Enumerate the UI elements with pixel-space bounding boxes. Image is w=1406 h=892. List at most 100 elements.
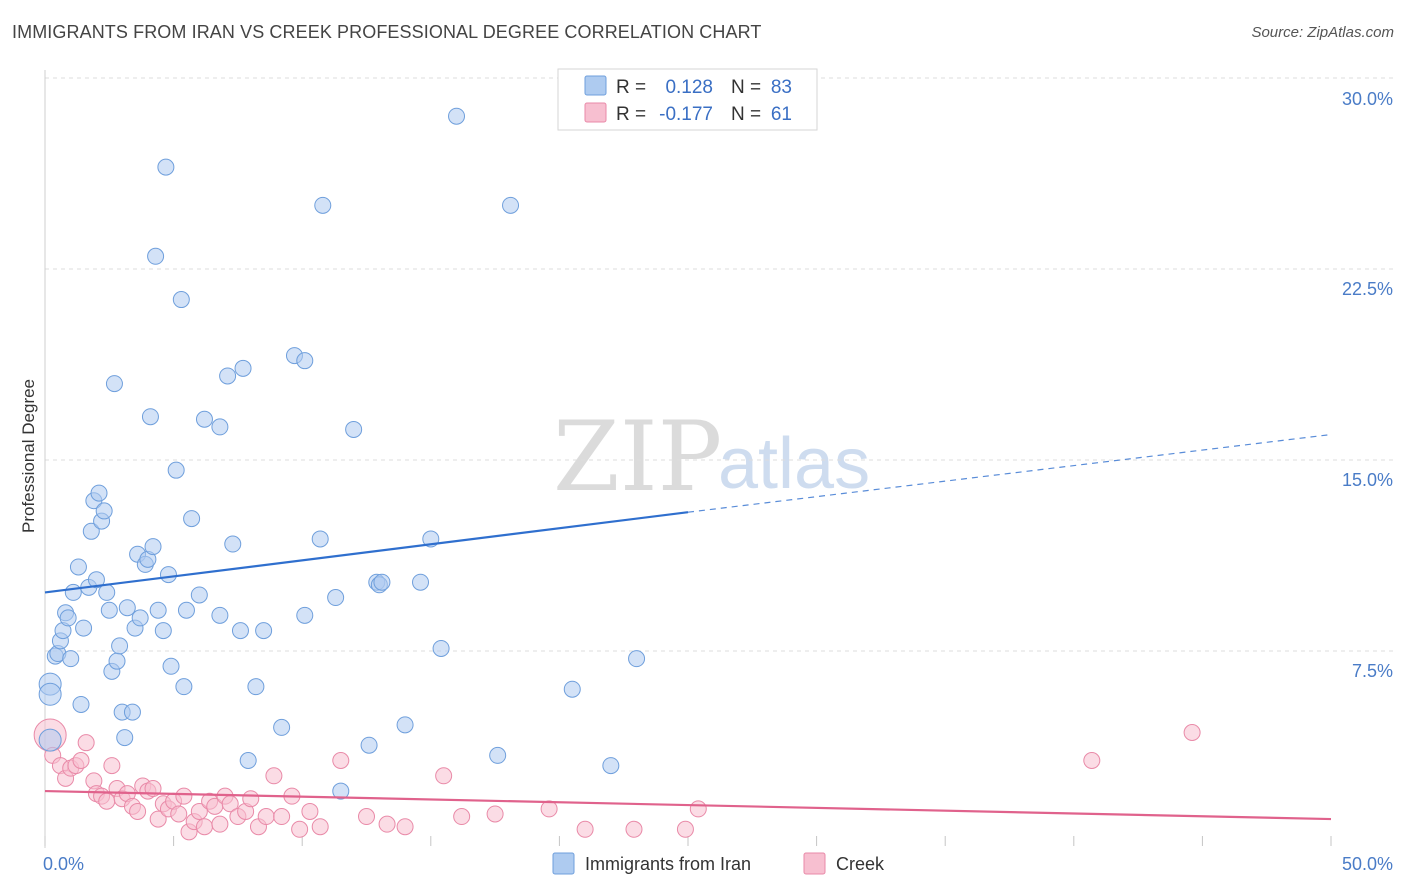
watermark-zip: ZIP xyxy=(553,401,722,513)
creek-point xyxy=(625,820,643,838)
creek-point xyxy=(576,820,594,838)
iran-point xyxy=(144,538,162,556)
y-axis-tick-labels: 30.0% 22.5% 15.0% 7.5% xyxy=(1342,89,1393,681)
iran-point xyxy=(219,367,237,385)
iran-point xyxy=(100,601,118,619)
creek-point xyxy=(358,808,375,826)
creek-point xyxy=(265,767,283,785)
creek-point xyxy=(195,818,213,836)
iran-point xyxy=(332,782,350,800)
creek-point xyxy=(291,820,309,838)
iran-point xyxy=(311,530,329,548)
creek-trend-line xyxy=(44,789,1332,821)
iran-point xyxy=(502,196,520,214)
iran-point xyxy=(183,510,201,528)
iran-point xyxy=(234,359,252,377)
series-legend: Immigrants from Iran Creek xyxy=(552,852,885,875)
watermark: ZIP atlas xyxy=(553,401,870,513)
x-axis-ticks xyxy=(44,836,1332,846)
iran-point xyxy=(64,583,82,601)
iran-point xyxy=(190,586,208,604)
iran-point xyxy=(211,606,229,624)
iran-point xyxy=(149,601,167,619)
iran-point xyxy=(327,589,345,607)
iran-point xyxy=(211,418,229,436)
iran-point xyxy=(147,247,165,265)
watermark-atlas: atlas xyxy=(718,424,870,504)
iran-point xyxy=(373,573,391,591)
iran-point xyxy=(98,583,116,601)
creek-point xyxy=(540,800,558,818)
iran-series xyxy=(38,107,646,800)
legend-swatch-iran xyxy=(584,75,607,96)
x-tick-label-max: 50.0% xyxy=(1342,854,1393,874)
y-tick-label: 7.5% xyxy=(1352,661,1393,681)
iran-point xyxy=(247,678,265,696)
iran-point xyxy=(131,609,149,627)
legend-r-label: R = xyxy=(616,104,646,125)
iran-point xyxy=(396,716,414,734)
iran-point xyxy=(111,637,129,655)
legend-r-value-creek: -0.177 xyxy=(659,104,713,125)
legend-r-label: R = xyxy=(616,77,646,98)
iran-point xyxy=(412,573,430,591)
legend-swatch-creek xyxy=(584,102,607,123)
chart-source: Source: ZipAtlas.com xyxy=(1251,24,1394,41)
creek-point xyxy=(1083,752,1101,770)
iran-point xyxy=(432,639,450,657)
y-tick-label: 22.5% xyxy=(1342,279,1393,299)
iran-point xyxy=(360,736,378,754)
creek-point xyxy=(453,808,471,826)
iran-point xyxy=(38,682,62,706)
iran-point xyxy=(314,196,332,214)
y-axis-label: Professional Degree xyxy=(19,379,38,533)
iran-point xyxy=(296,606,314,624)
iran-point xyxy=(72,695,90,713)
iran-point xyxy=(69,558,87,576)
iran-point xyxy=(489,746,507,764)
iran-point xyxy=(296,352,314,370)
creek-point xyxy=(170,805,188,823)
x-tick-label-min: 0.0% xyxy=(43,854,84,874)
iran-point xyxy=(123,703,141,721)
iran-point xyxy=(273,718,291,736)
iran-point xyxy=(162,657,180,675)
iran-point xyxy=(38,728,62,752)
series-legend-label-creek: Creek xyxy=(836,854,885,874)
creek-point xyxy=(77,734,95,752)
creek-point xyxy=(332,752,350,770)
iran-point xyxy=(95,502,113,520)
iran-point xyxy=(172,291,190,309)
legend-n-label: N = xyxy=(731,77,761,98)
y-tick-label: 15.0% xyxy=(1342,470,1393,490)
creek-point xyxy=(1183,723,1201,741)
chart-title: IMMIGRANTS FROM IRAN VS CREEK PROFESSION… xyxy=(12,22,762,42)
legend-n-value-iran: 83 xyxy=(771,77,792,98)
creek-series xyxy=(33,718,1201,841)
iran-trend-line xyxy=(44,511,689,594)
iran-point xyxy=(195,410,213,428)
iran-point xyxy=(154,622,172,640)
series-legend-swatch-iran xyxy=(552,852,575,875)
creek-point xyxy=(486,805,504,823)
iran-point xyxy=(141,408,159,426)
creek-point xyxy=(396,818,414,836)
trend-lines xyxy=(44,433,1332,821)
iran-point xyxy=(116,729,134,747)
iran-point xyxy=(602,757,620,775)
iran-point xyxy=(167,461,185,479)
creek-point xyxy=(149,810,167,828)
y-tick-label: 30.0% xyxy=(1342,89,1393,109)
iran-point xyxy=(108,652,126,670)
creek-point xyxy=(211,815,229,833)
series-legend-label-iran: Immigrants from Iran xyxy=(585,854,751,874)
legend-n-label: N = xyxy=(731,104,761,125)
creek-point xyxy=(129,802,147,820)
iran-point xyxy=(62,650,80,668)
iran-point xyxy=(118,599,136,617)
iran-point xyxy=(75,619,93,637)
creek-point xyxy=(301,802,319,820)
correlation-legend: R = 0.128 N = 83 R = -0.177 N = 61 xyxy=(557,68,818,131)
iran-point xyxy=(59,609,77,627)
